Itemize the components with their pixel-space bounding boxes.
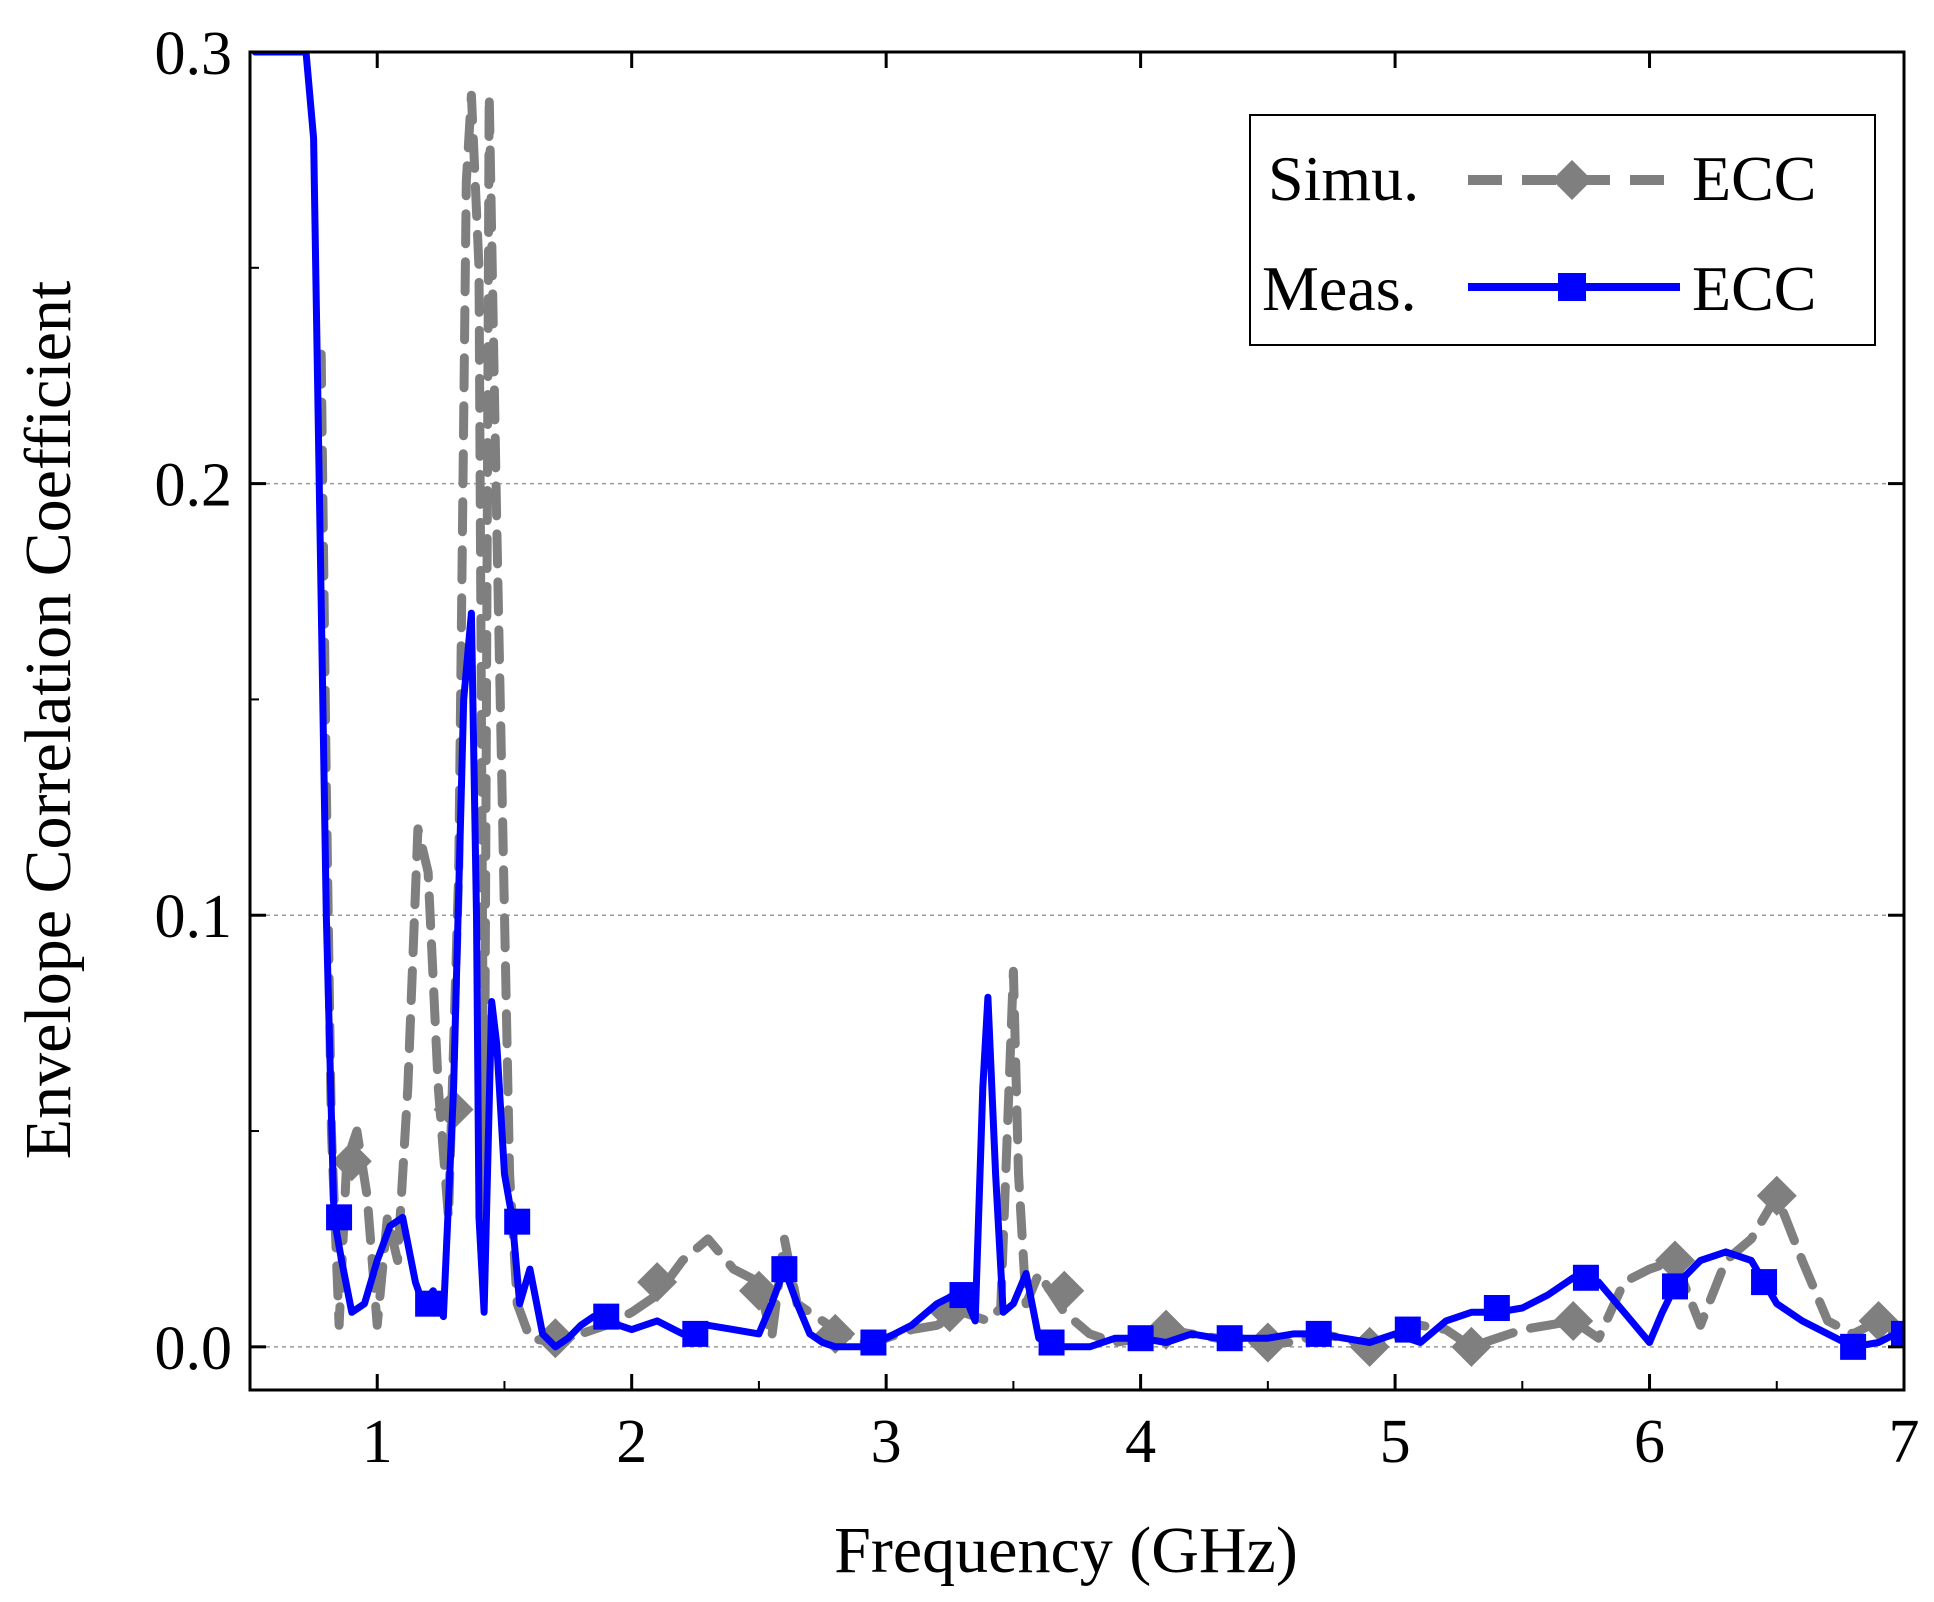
x-tick-label: 2 bbox=[616, 1408, 647, 1476]
meas-ecc-marker bbox=[1305, 1320, 1332, 1347]
meas-ecc-marker bbox=[593, 1303, 620, 1330]
simu-ecc-marker bbox=[1858, 1300, 1899, 1341]
meas-ecc-marker bbox=[1840, 1333, 1867, 1360]
meas-ecc-marker bbox=[326, 1204, 353, 1231]
meas-ecc-marker bbox=[949, 1282, 976, 1309]
simu-ecc-marker bbox=[331, 1141, 372, 1182]
meas-ecc-marker bbox=[1891, 1320, 1904, 1347]
meas-ecc-marker bbox=[415, 1290, 442, 1317]
y-tick-label: 0.2 bbox=[155, 452, 233, 520]
x-tick-label: 7 bbox=[1889, 1408, 1920, 1476]
legend-simu-label: ECC bbox=[1692, 143, 1816, 214]
meas-ecc-marker bbox=[1127, 1325, 1154, 1352]
legend-meas-label: ECC bbox=[1692, 253, 1816, 324]
plot-frame bbox=[248, 50, 1906, 1392]
simu-ecc-marker bbox=[1044, 1270, 1085, 1311]
legend-meas-prefix: Meas. bbox=[1262, 253, 1417, 324]
x-axis-title: Frequency (GHz) bbox=[834, 1514, 1298, 1587]
legend-meas-square bbox=[1558, 273, 1586, 301]
legend-simu-diamond bbox=[1552, 160, 1592, 200]
meas-ecc-marker bbox=[1216, 1325, 1243, 1352]
simu-ecc-marker bbox=[738, 1270, 779, 1311]
simu-ecc-marker bbox=[535, 1318, 576, 1359]
meas-ecc-marker bbox=[504, 1208, 531, 1235]
plot-area bbox=[251, 52, 1904, 1367]
legend-box bbox=[1249, 114, 1876, 346]
meas-ecc-marker bbox=[1661, 1273, 1688, 1300]
x-tick-label: 6 bbox=[1634, 1408, 1665, 1476]
simu-ecc-marker bbox=[1247, 1322, 1288, 1363]
simu-ecc-marker bbox=[1756, 1175, 1797, 1216]
simu-ecc-marker bbox=[1553, 1300, 1594, 1341]
legend: Simu. ECC Meas. ECC bbox=[1249, 114, 1876, 346]
x-tick-label: 1 bbox=[362, 1408, 393, 1476]
simu-ecc-marker bbox=[1349, 1326, 1390, 1367]
x-tick-label: 4 bbox=[1125, 1408, 1156, 1476]
meas-ecc-marker bbox=[1751, 1269, 1778, 1296]
y-tick-label: 0.0 bbox=[155, 1315, 233, 1383]
meas-ecc-marker bbox=[1394, 1316, 1421, 1343]
series-layer bbox=[251, 52, 1904, 1367]
meas-ecc-marker bbox=[771, 1256, 798, 1283]
x-tick-label: 3 bbox=[871, 1408, 902, 1476]
meas-ecc-marker bbox=[1483, 1294, 1510, 1321]
axis-ticks: 1 2 3 4 5 6 7 0.0 0.1 0.2 0.3 bbox=[155, 20, 1920, 1476]
y-tick-label: 0.3 bbox=[155, 20, 233, 88]
legend-simu-prefix: Simu. bbox=[1268, 143, 1419, 214]
meas-ecc-marker bbox=[860, 1329, 887, 1356]
meas-ecc-marker bbox=[1572, 1264, 1599, 1291]
y-tick-label: 0.1 bbox=[155, 883, 233, 951]
simu-ecc-marker bbox=[1451, 1326, 1492, 1367]
simu-ecc-marker bbox=[637, 1262, 678, 1303]
y-axis-title: Envelope Correlation Coefficient bbox=[12, 281, 85, 1160]
simu-ecc-marker bbox=[1654, 1240, 1695, 1281]
x-tick-label: 5 bbox=[1380, 1408, 1411, 1476]
meas-ecc-marker bbox=[682, 1320, 709, 1347]
meas-ecc-marker bbox=[1038, 1329, 1065, 1356]
